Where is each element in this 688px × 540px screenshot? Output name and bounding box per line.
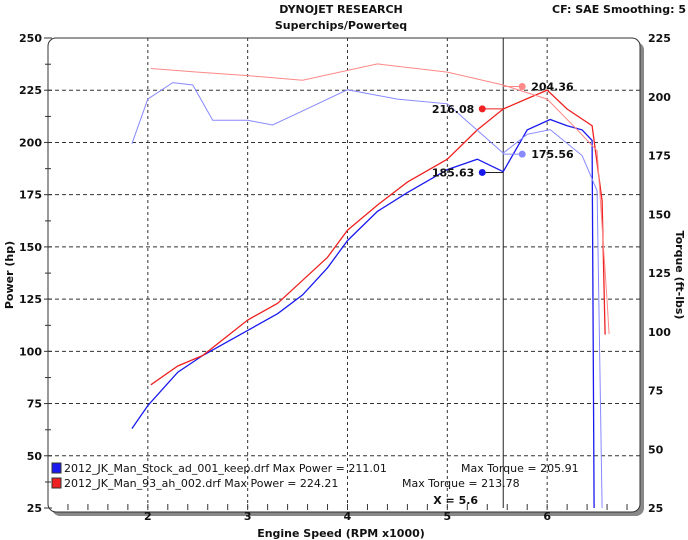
correction-info: CF: SAE Smoothing: 5	[552, 3, 686, 16]
marker-label: 185.63	[432, 166, 474, 179]
y-tick-label: 200	[19, 136, 42, 149]
y-tick-label: 25	[27, 502, 42, 515]
x-tick-label: 6	[543, 510, 551, 523]
marker-dot	[478, 105, 486, 113]
x-axis-label: Engine Speed (RPM x1000)	[257, 527, 425, 540]
x-tick-label: 2	[144, 510, 152, 523]
y-tick-label: 75	[27, 398, 42, 411]
legend-entry: 2012_JK_Man_Stock_ad_001_keep.drf Max Po…	[64, 462, 387, 475]
y2-tick-label: 75	[648, 385, 663, 398]
series-line-torque-3	[150, 63, 610, 335]
cursor-label: X = 5.6	[433, 494, 478, 507]
marker-label: 204.36	[531, 81, 574, 94]
y-tick-label: 100	[19, 345, 42, 358]
y2-tick-label: 225	[648, 32, 671, 45]
x-tick-label: 3	[244, 510, 252, 523]
y2-tick-label: 50	[648, 443, 664, 456]
y-tick-label: 250	[19, 32, 42, 45]
series-line-power-1	[150, 89, 606, 386]
series-line-torque-2	[131, 82, 603, 509]
y2-tick-label: 125	[648, 267, 671, 280]
y2-tick-label: 100	[648, 326, 671, 339]
y2-tick-label: 175	[648, 150, 671, 163]
legend-max-torque: Max Torque = 213.78	[402, 477, 520, 490]
y-tick-label: 125	[19, 293, 42, 306]
legend-entry: 2012_JK_Man_93_ah_002.drf Max Power = 22…	[64, 477, 338, 490]
legend-max-torque: Max Torque = 205.91	[461, 462, 579, 475]
legend-swatch	[51, 477, 62, 489]
marker-label: 175.56	[531, 148, 574, 161]
y-tick-label: 175	[19, 189, 42, 202]
y2-tick-label: 25	[648, 502, 663, 515]
y2-tick-label: 200	[648, 91, 671, 104]
y-axis-label: Power (hp)	[3, 241, 16, 309]
marker-dot	[518, 83, 526, 91]
marker-label: 216.08	[432, 103, 474, 116]
y2-tick-label: 150	[648, 208, 671, 221]
x-tick-label: 5	[443, 510, 451, 523]
chart-title: DYNOJET RESEARCH	[279, 3, 402, 16]
y2-axis-label: Torque (ft-lbs)	[673, 231, 686, 320]
series-line-power-0	[131, 118, 595, 509]
y-tick-label: 225	[19, 84, 42, 97]
chart-subtitle: Superchips/Powerteq	[275, 19, 407, 32]
y-tick-label: 150	[19, 241, 42, 254]
x-tick-label: 4	[344, 510, 352, 523]
marker-dot	[478, 168, 486, 176]
marker-dot	[518, 150, 526, 158]
legend-swatch	[51, 462, 62, 474]
plot-frame	[47, 37, 641, 513]
y-tick-label: 50	[27, 450, 43, 463]
